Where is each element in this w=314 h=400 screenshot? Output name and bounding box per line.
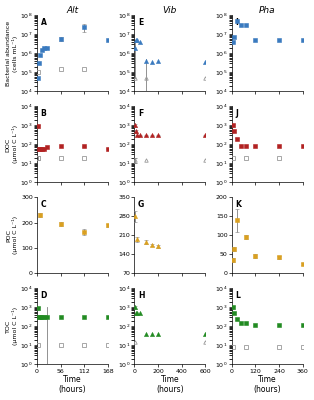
Text: F: F (138, 109, 143, 118)
Title: Pha: Pha (259, 6, 275, 14)
X-axis label: Time
(hours): Time (hours) (156, 375, 184, 394)
Text: D: D (41, 291, 47, 300)
Text: H: H (138, 291, 144, 300)
Title: Alt: Alt (66, 6, 78, 14)
Text: J: J (236, 109, 238, 118)
X-axis label: Time
(hours): Time (hours) (59, 375, 86, 394)
Text: L: L (236, 291, 240, 300)
Y-axis label: POC
(µmol C L⁻¹): POC (µmol C L⁻¹) (6, 216, 18, 254)
Text: B: B (41, 109, 46, 118)
Text: C: C (41, 200, 46, 209)
Y-axis label: Bacterial abundance
(cells mL⁻¹): Bacterial abundance (cells mL⁻¹) (6, 21, 18, 86)
Text: K: K (236, 200, 241, 209)
Text: G: G (138, 200, 144, 209)
Text: A: A (41, 18, 46, 27)
Y-axis label: DOC
(µmol C L⁻¹): DOC (µmol C L⁻¹) (6, 125, 18, 164)
X-axis label: Time
(hours): Time (hours) (253, 375, 281, 394)
Text: I: I (236, 18, 238, 27)
Text: E: E (138, 18, 143, 27)
Title: Vib: Vib (163, 6, 177, 14)
Y-axis label: TOC
(µmol C L⁻¹): TOC (µmol C L⁻¹) (6, 307, 18, 346)
